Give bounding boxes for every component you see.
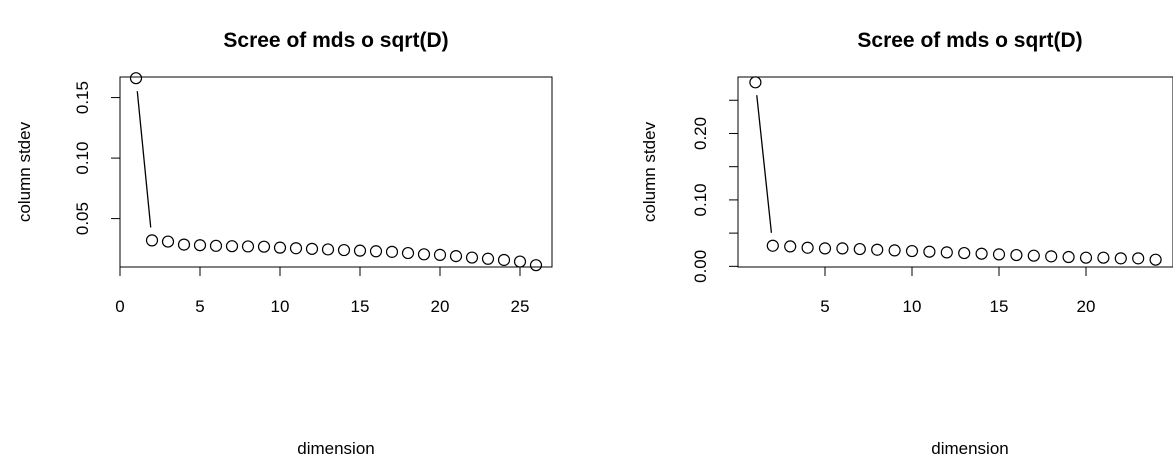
y-axis-label: column stdev xyxy=(15,121,34,222)
data-point xyxy=(209,239,223,252)
data-point xyxy=(1010,248,1023,262)
x-axis-label: dimension xyxy=(297,439,375,458)
chart-title: Scree of mds o sqrt(D) xyxy=(857,29,1082,52)
data-point xyxy=(337,243,351,257)
y-axis-label: column stdev xyxy=(640,121,659,222)
data-point xyxy=(161,235,175,248)
data-point xyxy=(940,246,953,259)
data-point xyxy=(321,243,335,256)
data-point xyxy=(871,243,884,256)
x-tick-label: 15 xyxy=(990,297,1009,316)
y-tick-label: 0.00 xyxy=(691,250,710,283)
x-tick-label: 10 xyxy=(271,297,290,316)
data-point xyxy=(1027,249,1040,262)
data-point xyxy=(497,253,511,267)
data-point xyxy=(1045,250,1058,263)
x-tick-label: 20 xyxy=(431,297,450,316)
data-point xyxy=(289,242,303,255)
data-point xyxy=(1114,252,1127,265)
connector-line xyxy=(756,95,773,233)
x-axis-label: dimension xyxy=(931,439,1009,458)
data-point xyxy=(449,250,463,263)
y-tick-label: 0.05 xyxy=(73,202,92,235)
data-point xyxy=(145,234,159,247)
data-point xyxy=(193,239,207,252)
x-tick-label: 10 xyxy=(903,297,922,316)
data-point xyxy=(385,245,399,258)
data-point xyxy=(923,245,936,258)
data-point xyxy=(888,244,901,257)
data-point xyxy=(975,247,988,260)
data-point xyxy=(1132,252,1145,265)
data-point xyxy=(433,248,447,261)
data-point xyxy=(353,244,367,257)
plot-frame xyxy=(737,76,1173,268)
connector-line xyxy=(136,91,152,228)
data-point xyxy=(481,252,495,265)
chart-panel-2: Scree of mds o sqrt(D) 5 10 15 20 0.00 0.10 0.2… xyxy=(640,29,1173,458)
chart-title: Scree of mds o sqrt(D) xyxy=(223,29,448,52)
y-tick-label: 0.15 xyxy=(73,81,92,114)
data-point xyxy=(836,242,849,255)
data-point xyxy=(1079,251,1093,264)
plot-frame xyxy=(119,76,553,268)
data-point xyxy=(241,240,255,253)
data-point xyxy=(818,242,832,255)
data-point xyxy=(905,244,919,258)
data-point xyxy=(1097,251,1110,264)
data-point xyxy=(1062,250,1075,264)
x-tick-label: 15 xyxy=(351,297,370,316)
data-point xyxy=(529,259,543,272)
x-tick-label: 20 xyxy=(1077,297,1096,316)
x-tick-label: 0 xyxy=(115,297,124,316)
x-tick-label: 5 xyxy=(195,297,204,316)
data-point xyxy=(401,246,415,260)
data-point xyxy=(513,255,527,268)
data-point xyxy=(225,240,239,253)
data-point xyxy=(992,248,1006,261)
y-tick-label: 0.10 xyxy=(691,183,710,216)
data-point xyxy=(749,76,762,89)
data-point xyxy=(305,242,319,255)
y-tick-label: 0.20 xyxy=(691,117,710,150)
data-point xyxy=(1149,253,1162,266)
data-point xyxy=(784,240,797,253)
data-point xyxy=(177,238,191,251)
y-tick-label: 0.10 xyxy=(73,142,92,175)
data-point xyxy=(465,251,479,264)
data-point xyxy=(257,240,271,253)
data-point xyxy=(129,72,143,85)
chart-panel-1: Scree of mds o sqrt(D) 0 5 10 15 20 25 0.05 0.10… xyxy=(15,29,553,458)
data-point xyxy=(958,246,971,260)
data-point xyxy=(853,242,866,256)
data-point xyxy=(369,245,383,258)
data-point xyxy=(273,241,287,254)
data-point xyxy=(417,248,431,261)
data-point xyxy=(801,241,814,254)
data-point xyxy=(766,239,779,252)
x-tick-label: 25 xyxy=(511,297,530,316)
x-tick-label: 5 xyxy=(820,297,829,316)
